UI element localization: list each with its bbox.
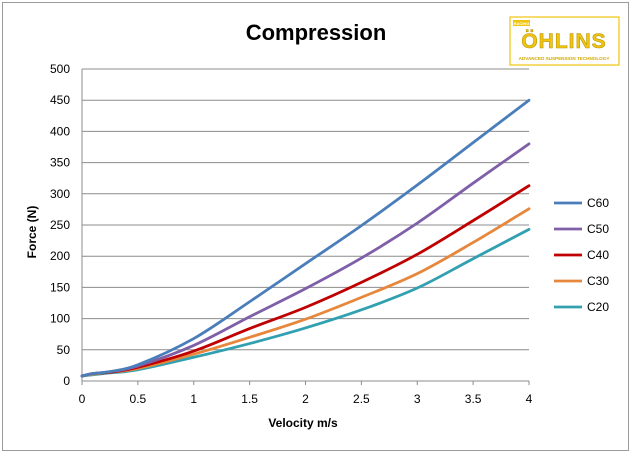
series-line-c60 — [80, 98, 531, 378]
chart-frame: Compression 0 50 100 150 200 250 300 350 400 450 5… — [2, 2, 629, 451]
logo-tagline: ADVANCED SUSPENSION TECHNOLOGY — [519, 56, 610, 61]
series-lines — [80, 98, 531, 378]
chart-svg: Compression 0 50 100 150 200 250 300 350 400 450 5… — [25, 16, 620, 430]
logo-badge: RACING — [514, 21, 530, 26]
legend-label-c50: C50 — [587, 222, 609, 236]
x-tick-label: 4 — [526, 392, 533, 406]
y-tick-labels: 0 50 100 150 200 250 300 350 400 450 500 — [50, 62, 70, 388]
x-tick-label: 2 — [302, 392, 309, 406]
y-tick-label: 450 — [50, 93, 70, 107]
x-axis-label: Velocity m/s — [268, 416, 338, 430]
series-line-c20 — [80, 227, 531, 378]
logo-brand: ÖHLINS — [521, 30, 606, 53]
y-tick-label: 350 — [50, 156, 70, 170]
y-tick-label: 300 — [50, 187, 70, 201]
x-tick-label: 1.5 — [241, 392, 258, 406]
y-tick-label: 100 — [50, 312, 70, 326]
logo-badge-bg — [513, 20, 530, 26]
x-tick-label: 0 — [79, 392, 86, 406]
y-tick-label: 400 — [50, 124, 70, 138]
legend-label-c20: C20 — [587, 300, 609, 314]
x-tick-label: 0.5 — [130, 392, 147, 406]
x-tick-label: 3 — [414, 392, 421, 406]
series-line-c50 — [80, 142, 531, 378]
ohlins-logo: RACING ÖHLINS ADVANCED SUSPENSION TECHNO… — [509, 16, 620, 66]
x-tick-label: 1 — [190, 392, 197, 406]
grid-lines — [81, 68, 529, 382]
legend-label-c30: C30 — [587, 274, 609, 288]
y-axis-label: Force (N) — [25, 206, 39, 259]
y-tick-label: 50 — [57, 343, 71, 357]
y-tick-label: 500 — [50, 62, 70, 76]
series-line-c30 — [80, 207, 531, 378]
chart-title: Compression — [246, 20, 387, 45]
y-tick-label: 0 — [63, 374, 70, 388]
y-tick-label: 250 — [50, 218, 70, 232]
y-tick-label: 200 — [50, 249, 70, 263]
legend-label-c60: C60 — [587, 196, 609, 210]
y-tick-label: 150 — [50, 280, 70, 294]
x-tick-label: 2.5 — [353, 392, 370, 406]
legend-label-c40: C40 — [587, 248, 609, 262]
x-tick-labels: 0 0.5 1 1.5 2 2.5 3 3.5 4 — [79, 381, 533, 406]
x-tick-label: 3.5 — [465, 392, 482, 406]
series-line-c40 — [80, 184, 531, 378]
legend: C60 C50 C40 C30 C20 — [554, 196, 609, 314]
